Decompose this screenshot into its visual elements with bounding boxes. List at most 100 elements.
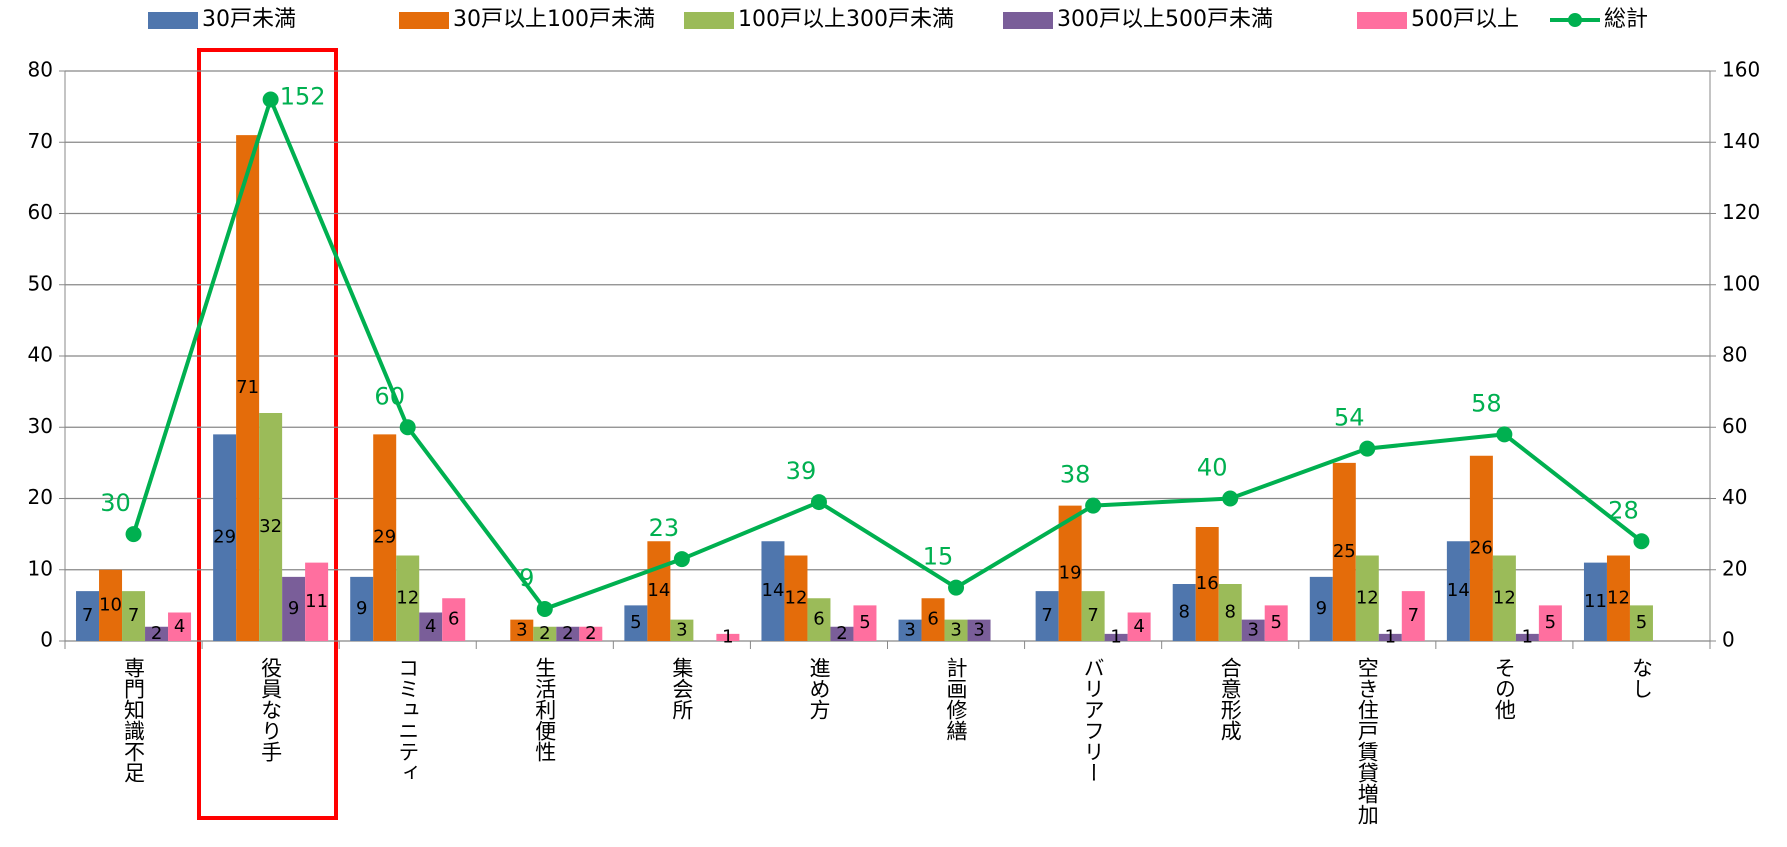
data-label: 4 — [174, 616, 185, 637]
data-label: 32 — [259, 516, 282, 537]
bar — [213, 434, 237, 641]
data-label: 7 — [1041, 605, 1052, 626]
data-label: 9 — [288, 598, 299, 619]
line-point — [262, 91, 279, 108]
data-label: 1 — [1110, 626, 1121, 647]
data-label: 5 — [1270, 612, 1281, 633]
line-point — [673, 551, 690, 568]
bar — [1264, 605, 1288, 641]
x-tick-label: その他 — [1492, 657, 1516, 720]
data-label: 15 — [923, 543, 954, 571]
data-label: 26 — [1470, 537, 1493, 558]
bar — [305, 562, 329, 641]
data-label: 3 — [973, 619, 984, 640]
x-tick-label: コミュニティ — [396, 657, 420, 783]
line-point — [948, 579, 965, 596]
bar — [259, 413, 283, 641]
bar — [1195, 527, 1219, 641]
data-label: 5 — [1545, 612, 1556, 633]
line-point — [1496, 426, 1513, 443]
data-label: 39 — [786, 457, 817, 485]
y-tick-label: 0 — [40, 628, 53, 652]
line-point — [536, 600, 553, 617]
data-label: 58 — [1471, 389, 1502, 417]
y-tick-label: 80 — [28, 58, 53, 82]
x-tick-label: 専門知識不足 — [122, 657, 146, 783]
data-label: 9 — [356, 598, 367, 619]
bar — [1538, 605, 1562, 641]
bar — [419, 612, 443, 641]
data-label: 9 — [519, 564, 534, 592]
x-tick-label: 役員なり手 — [259, 657, 283, 762]
legend-label: 30戸未満 — [202, 7, 296, 32]
bar — [350, 576, 374, 641]
data-label: 29 — [373, 527, 396, 548]
bar — [556, 626, 580, 641]
data-label: 2 — [562, 623, 573, 644]
bar — [1104, 633, 1128, 641]
bar — [1172, 584, 1196, 641]
bar — [373, 434, 397, 641]
legend-label: 100戸以上300戸未満 — [738, 7, 954, 32]
bar — [1492, 555, 1516, 641]
data-label: 8 — [1224, 602, 1235, 623]
bar — [533, 626, 557, 641]
data-label: 3 — [904, 619, 915, 640]
legend-swatch — [399, 12, 449, 29]
data-label: 12 — [785, 587, 808, 608]
data-label: 25 — [1333, 541, 1356, 562]
data-label: 3 — [950, 619, 961, 640]
legend-label: 500戸以上 — [1411, 7, 1519, 32]
data-label: 12 — [396, 587, 419, 608]
x-tick-label: 合意形成 — [1218, 657, 1242, 741]
bar — [716, 633, 740, 641]
bar — [1446, 541, 1470, 641]
data-label: 23 — [649, 514, 680, 542]
data-label: 2 — [539, 623, 550, 644]
data-label: 40 — [1197, 454, 1228, 482]
data-label: 7 — [1087, 605, 1098, 626]
y2-tick-label: 120 — [1722, 200, 1760, 224]
y2-tick-label: 80 — [1722, 343, 1747, 367]
line-point — [125, 526, 142, 543]
legend-label: 30戸以上100戸未満 — [453, 7, 655, 32]
data-label: 12 — [1493, 587, 1516, 608]
bar — [442, 598, 466, 641]
data-label: 6 — [813, 609, 824, 630]
y2-tick-label: 20 — [1722, 556, 1747, 580]
x-tick-label: 集会所 — [670, 657, 694, 720]
data-label: 7 — [128, 605, 139, 626]
data-label: 7 — [82, 605, 93, 626]
bar — [1241, 619, 1265, 641]
bar — [944, 619, 968, 641]
bar — [967, 619, 991, 641]
bar — [784, 555, 808, 641]
data-label: 5 — [630, 612, 641, 633]
legend-swatch — [1003, 12, 1053, 29]
bar — [1606, 555, 1630, 641]
bar — [168, 612, 192, 641]
data-label: 1 — [722, 626, 733, 647]
bar — [921, 598, 945, 641]
data-label: 11 — [1584, 591, 1607, 612]
bar — [1469, 455, 1493, 641]
bar — [510, 619, 534, 641]
bar — [1355, 555, 1379, 641]
legend-swatch — [1568, 13, 1582, 27]
data-label: 12 — [1607, 587, 1630, 608]
data-label: 14 — [647, 580, 670, 601]
line-point — [810, 494, 827, 511]
legend-swatch — [684, 12, 734, 29]
bar — [761, 541, 785, 641]
bar — [1515, 633, 1539, 641]
data-label: 1 — [1522, 626, 1533, 647]
data-label: 14 — [1447, 580, 1470, 601]
x-tick-label: 計画修繕 — [944, 657, 968, 741]
x-tick-label: 生活利便性 — [533, 657, 557, 762]
bar — [282, 576, 306, 641]
y2-tick-label: 40 — [1722, 485, 1747, 509]
y-tick-label: 20 — [28, 485, 53, 509]
bar — [830, 626, 854, 641]
data-label: 60 — [374, 382, 405, 410]
data-label: 8 — [1178, 602, 1189, 623]
